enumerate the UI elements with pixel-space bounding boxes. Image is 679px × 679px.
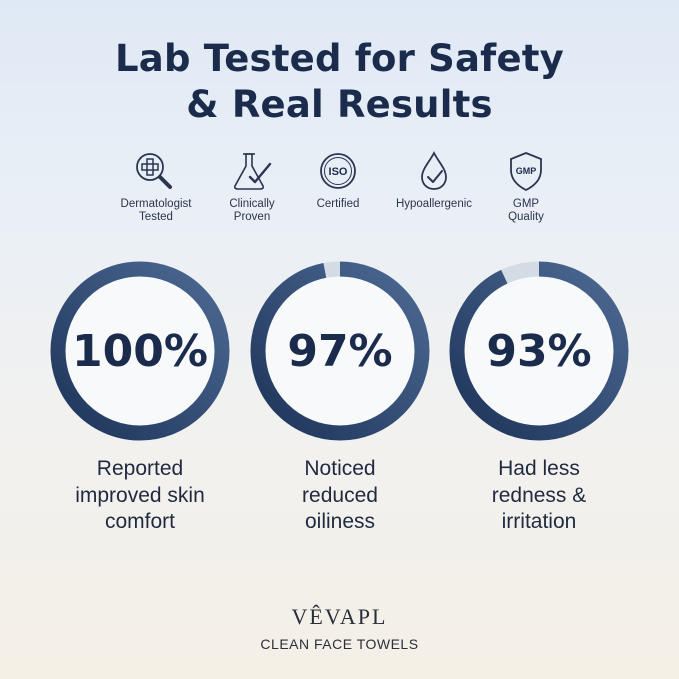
badge-clinically-proven: Clinically Proven	[206, 150, 298, 224]
ring-progress-arc	[250, 261, 430, 441]
badge-gmp-quality: GMP GMP Quality	[480, 150, 572, 224]
badge-dermatologist-tested: Dermatologist Tested	[110, 150, 202, 224]
badge-iso-certified: ISO Certified	[292, 150, 384, 211]
brand-logo: VÊVAPL	[291, 604, 388, 629]
badge-label-line1: Certified	[316, 198, 360, 210]
badge-label-line1: Dermatologist	[120, 198, 192, 210]
stat-percent: 93%	[486, 325, 592, 377]
badge-label-line1: Clinically	[229, 198, 275, 210]
title-line-2: & Real Results	[186, 83, 493, 126]
desc-line: improved skin	[75, 483, 205, 507]
badge-hypoallergenic: Hypoallergenic	[388, 150, 480, 211]
ring-progress-arc	[449, 261, 629, 441]
progress-ring	[250, 261, 430, 441]
desc-line: oiliness	[304, 510, 376, 533]
desc-line: irritation	[501, 510, 577, 533]
flask-check-icon	[234, 153, 272, 190]
badge-label-line2: Proven	[233, 211, 271, 223]
progress-ring	[50, 261, 230, 441]
desc-line: reduced	[302, 483, 378, 507]
iso-seal-text: ISO	[329, 166, 348, 178]
gmp-seal-text: GMP	[516, 166, 537, 176]
badge-label-line2: Tested	[139, 211, 173, 223]
stat-description-1: Reported improved skin comfort	[40, 456, 240, 536]
ring-progress-arc	[50, 261, 230, 441]
stat-ring-1: 100%	[47, 258, 233, 444]
brand-tagline: CLEAN FACE TOWELS	[260, 636, 419, 652]
badge-label-line1: GMP	[512, 198, 540, 210]
certification-badges: Dermatologist Tested Clinically Proven I…	[110, 150, 570, 230]
page-title: Lab Tested for Safety & Real Results	[0, 36, 679, 128]
progress-ring	[449, 261, 629, 441]
droplet-check-icon	[421, 150, 447, 190]
desc-line: Noticed	[304, 457, 376, 480]
magnifier-plus-icon	[136, 153, 172, 189]
gmp-shield-icon: GMP	[510, 152, 542, 192]
badge-label-line2: Quality	[508, 211, 544, 223]
desc-line: Had less	[498, 457, 580, 480]
iso-seal-icon: ISO	[320, 153, 356, 189]
desc-line: comfort	[104, 510, 175, 533]
stat-description-3: Had less redness & irritation	[439, 456, 639, 536]
stat-percent: 97%	[287, 325, 393, 377]
desc-line: Reported	[96, 457, 184, 480]
desc-line: redness &	[491, 483, 587, 507]
badge-label-line1: Hypoallergenic	[395, 198, 473, 210]
stat-description-2: Noticed reduced oiliness	[240, 456, 440, 536]
stat-percent: 100%	[72, 325, 208, 377]
title-line-1: Lab Tested for Safety	[115, 37, 564, 80]
stat-ring-2: 97%	[247, 258, 433, 444]
stat-ring-3: 93%	[446, 258, 632, 444]
